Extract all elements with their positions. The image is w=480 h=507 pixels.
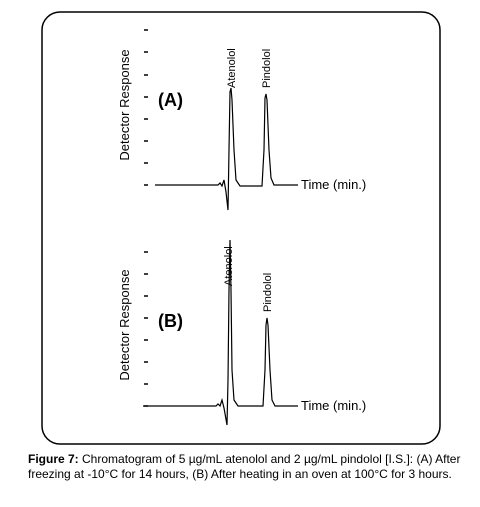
y-ticks [144, 251, 148, 407]
y-axis-label: Detector Response [117, 49, 132, 160]
figure-frame [41, 11, 441, 445]
y-ticks [144, 29, 148, 186]
panel-b: Detector Response (B) Atenolol Pindolol … [117, 239, 366, 426]
peak-label: Pindolol [261, 49, 273, 88]
caption-text: Chromatogram of 5 µg/mL atenolol and 2 µ… [28, 452, 461, 481]
x-axis-label: Time (min.) [301, 177, 366, 192]
panel-label: (A) [158, 90, 183, 110]
figure: Detector Response (A) Atenolol Pindolol … [41, 11, 441, 445]
chromatogram-trace [155, 87, 298, 211]
peak-label: Pindolol [262, 273, 274, 312]
figure-caption: Figure 7: Chromatogram of 5 µg/mL atenol… [28, 452, 468, 482]
x-axis-label: Time (min.) [301, 398, 366, 413]
figure-label: Figure 7: [28, 452, 79, 466]
panel-label: (B) [158, 311, 183, 331]
chromatogram-trace [143, 239, 298, 426]
peak-label: Atenolol [223, 246, 235, 286]
peak-label: Atenolol [226, 48, 238, 88]
y-axis-label: Detector Response [117, 269, 132, 380]
panel-a: Detector Response (A) Atenolol Pindolol … [117, 29, 366, 211]
